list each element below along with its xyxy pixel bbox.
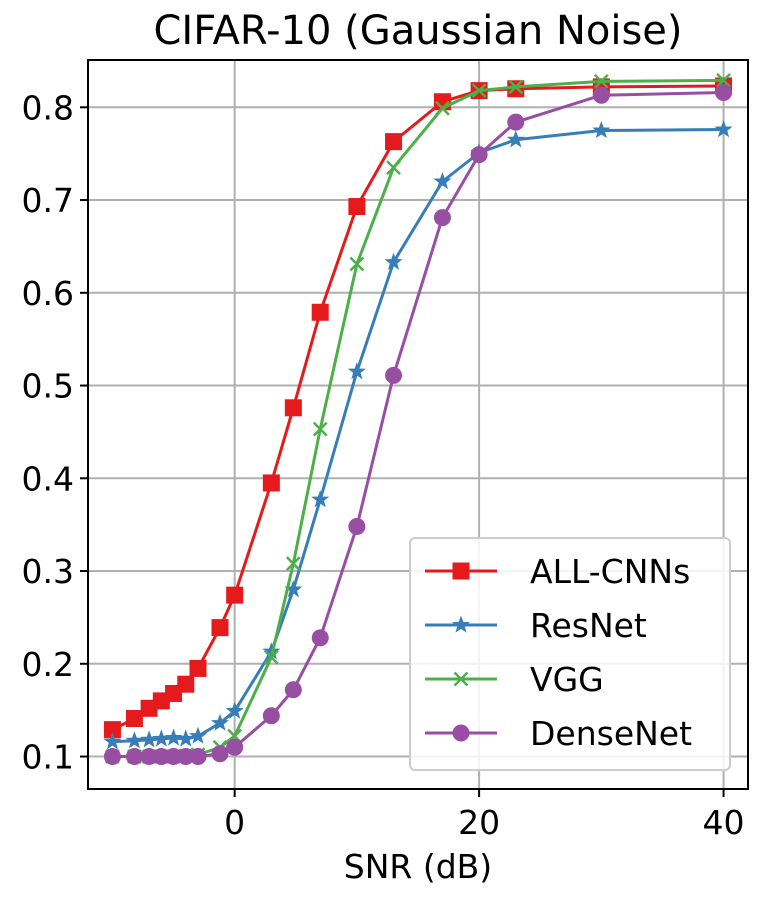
data-point [311, 629, 329, 647]
y-tick-label: 0.2 [22, 645, 74, 684]
legend-entry: ALL-CNNs [425, 552, 690, 591]
legend-marker [451, 615, 471, 633]
data-point [312, 421, 328, 437]
legend-entry: DenseNet [425, 714, 692, 753]
data-point [386, 160, 401, 175]
chart-title: CIFAR-10 (Gaussian Noise) [153, 8, 682, 54]
data-point [125, 731, 144, 749]
data-point [715, 83, 733, 101]
data-point [349, 256, 365, 272]
data-point [262, 707, 280, 725]
x-axis-label: SNR (dB) [344, 847, 492, 886]
data-point [263, 649, 279, 665]
data-point [433, 172, 452, 190]
y-tick-label: 0.8 [22, 88, 74, 127]
data-point [385, 133, 403, 151]
data-point [211, 745, 229, 763]
data-point [593, 73, 609, 89]
y-tick-label: 0.4 [22, 459, 74, 498]
data-point [592, 86, 610, 104]
data-point [592, 121, 611, 139]
data-point [284, 399, 302, 417]
data-point [226, 738, 244, 756]
y-tick-label: 0.7 [22, 181, 74, 220]
legend-entry: VGG [425, 660, 604, 699]
legend-marker [453, 671, 469, 687]
data-point [152, 729, 171, 747]
data-point [714, 120, 733, 138]
data-point [348, 198, 366, 216]
data-point [262, 474, 280, 492]
data-point [470, 146, 488, 164]
data-point [506, 130, 525, 148]
legend-label: DenseNet [530, 714, 692, 753]
data-point [125, 710, 143, 728]
legend: ALL-CNNs ResNet VGG DenseNet [409, 537, 731, 771]
data-point [311, 303, 329, 321]
data-point [226, 586, 244, 604]
data-point [716, 73, 731, 88]
data-point [311, 490, 330, 508]
data-point [284, 681, 302, 699]
x-tick-label: 40 [703, 803, 745, 842]
data-point [103, 732, 122, 750]
legend-marker [452, 562, 470, 580]
data-point [285, 556, 301, 572]
axes: 0 20 40 0.1 0.2 0.3 0.4 0.5 0.6 0.7 0.8 [22, 59, 749, 842]
data-point [188, 726, 208, 744]
data-point [176, 729, 195, 747]
data-point [348, 518, 366, 536]
legend-label: VGG [530, 660, 604, 699]
data-point [385, 366, 403, 384]
data-point [210, 713, 230, 731]
legend-label: ResNet [530, 606, 647, 645]
data-point [211, 619, 229, 637]
data-point [189, 748, 207, 766]
legend-entry: ResNet [425, 606, 647, 645]
legend-box [409, 537, 731, 771]
data-point [347, 362, 366, 380]
data-point [508, 79, 524, 95]
y-tick-label: 0.6 [22, 274, 74, 313]
data-point [433, 209, 451, 227]
data-point [177, 675, 195, 693]
data-point [507, 113, 525, 131]
data-point [384, 252, 403, 270]
data-point [471, 83, 487, 98]
x-tick-label: 20 [458, 803, 500, 842]
data-point [140, 730, 159, 748]
y-tick-label: 0.5 [22, 367, 74, 406]
data-point [164, 728, 183, 746]
plot-frame [87, 59, 749, 790]
x-tick-label: 0 [224, 803, 245, 842]
legend-marker [452, 724, 470, 742]
data-point [103, 748, 121, 766]
series-densenet [103, 83, 733, 766]
data-point [189, 659, 207, 677]
data-point [225, 701, 244, 719]
data-point [435, 100, 450, 116]
y-tick-label: 0.3 [22, 552, 74, 591]
data-point [125, 748, 143, 766]
y-tick-label: 0.1 [22, 738, 74, 777]
legend-label: ALL-CNNs [530, 552, 690, 591]
series-layer [103, 73, 733, 766]
